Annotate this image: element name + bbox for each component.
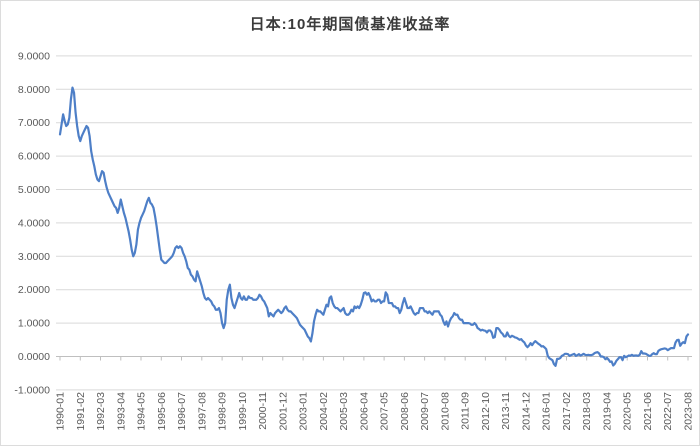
svg-text:1998-09: 1998-09: [217, 392, 229, 431]
svg-text:4.0000: 4.0000: [18, 217, 50, 229]
svg-text:2013-11: 2013-11: [500, 392, 512, 430]
chart-title: 日本:10年期国债基准收益率: [249, 16, 451, 33]
svg-text:2018-03: 2018-03: [581, 392, 593, 431]
x-axis-ticks-and-labels: 1990-01 1991-02 1992-03 1993-04 1994-05 1995-…: [55, 356, 695, 431]
svg-text:1994-05: 1994-05: [136, 392, 148, 431]
svg-text:1.0000: 1.0000: [18, 318, 50, 330]
svg-text:1996-07: 1996-07: [176, 392, 188, 431]
svg-text:1997-08: 1997-08: [196, 392, 208, 431]
svg-text:2003-01: 2003-01: [298, 392, 310, 431]
svg-text:2017-02: 2017-02: [561, 392, 573, 431]
svg-text:6.0000: 6.0000: [18, 151, 50, 163]
svg-text:2006-04: 2006-04: [358, 392, 370, 431]
svg-text:1992-03: 1992-03: [95, 392, 107, 431]
svg-text:0.0000: 0.0000: [18, 351, 50, 363]
svg-text:2020-05: 2020-05: [622, 392, 634, 431]
svg-text:2000-11: 2000-11: [257, 392, 269, 430]
svg-text:2012-10: 2012-10: [480, 392, 492, 431]
svg-text:7.0000: 7.0000: [18, 117, 50, 129]
y-axis-labels: 9.0000 8.0000 7.0000 6.0000 5.0000 4.0000 3.00…: [14, 50, 50, 396]
series-line: [58, 86, 690, 367]
svg-text:2007-05: 2007-05: [379, 392, 391, 431]
svg-text:2019-04: 2019-04: [602, 392, 614, 431]
svg-text:8.0000: 8.0000: [18, 84, 50, 96]
svg-text:2022-07: 2022-07: [662, 392, 674, 431]
svg-text:2001-12: 2001-12: [277, 392, 289, 431]
svg-text:1999-10: 1999-10: [237, 392, 249, 431]
svg-text:-1.0000: -1.0000: [14, 384, 50, 396]
svg-text:1990-01: 1990-01: [55, 392, 67, 431]
gridlines-group: [56, 55, 692, 391]
svg-text:5.0000: 5.0000: [18, 184, 50, 196]
svg-text:1995-06: 1995-06: [156, 392, 168, 431]
svg-text:9.0000: 9.0000: [18, 50, 50, 62]
svg-text:2004-02: 2004-02: [318, 392, 330, 431]
svg-text:2009-07: 2009-07: [419, 392, 431, 431]
svg-text:2008-06: 2008-06: [399, 392, 411, 431]
svg-text:2.0000: 2.0000: [18, 284, 50, 296]
svg-text:2016-01: 2016-01: [541, 392, 553, 431]
svg-text:2021-06: 2021-06: [642, 392, 654, 431]
svg-text:2011-09: 2011-09: [460, 392, 472, 430]
svg-text:2014-12: 2014-12: [520, 392, 532, 431]
svg-text:2023-08: 2023-08: [683, 392, 695, 431]
svg-text:3.0000: 3.0000: [18, 251, 50, 263]
svg-text:2010-08: 2010-08: [439, 392, 451, 431]
svg-text:1993-04: 1993-04: [115, 392, 127, 431]
svg-text:2005-03: 2005-03: [338, 392, 350, 431]
svg-text:1991-02: 1991-02: [75, 392, 87, 431]
